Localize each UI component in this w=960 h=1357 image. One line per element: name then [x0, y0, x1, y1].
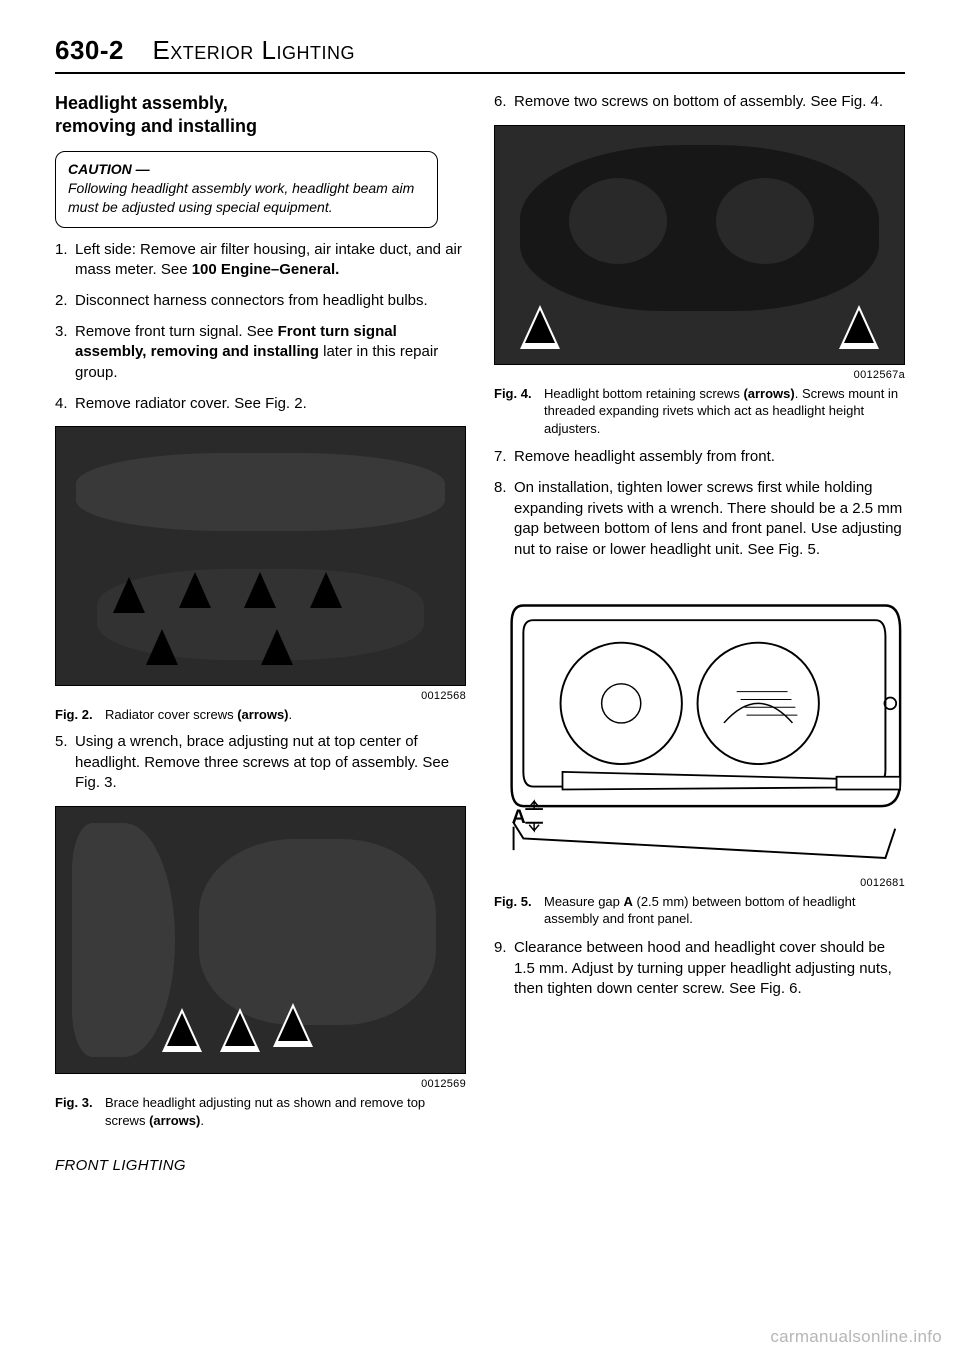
fig2-cap-pre: Radiator cover screws [105, 707, 237, 722]
figure-2-image [55, 426, 466, 686]
step-4: 4. Remove radiator cover. See Fig. 2. [55, 394, 466, 415]
step-text: Disconnect harness connectors from headl… [75, 291, 466, 312]
figure-2-id: 0012568 [55, 690, 466, 702]
step-text: Remove radiator cover. See Fig. 2. [75, 394, 466, 415]
step-text: Left side: Remove air filter housing, ai… [75, 240, 466, 281]
steps-list-left-2: 5. Using a wrench, brace adjusting nut a… [55, 732, 466, 794]
section-heading: Headlight assembly, removing and install… [55, 92, 466, 137]
figure-4: 0012567a Fig. 4. Headlight bottom retain… [494, 125, 905, 438]
figure-5-caption: Fig. 5. Measure gap A (2.5 mm) between b… [494, 893, 905, 928]
watermark: carmanualsonline.info [770, 1327, 942, 1347]
arrow-icon [113, 577, 145, 613]
arrow-icon [273, 1003, 313, 1047]
arrow-icon [520, 305, 560, 349]
section-heading-line2: removing and installing [55, 116, 257, 136]
step-2: 2. Disconnect harness connectors from he… [55, 291, 466, 312]
arrow-icon [244, 572, 276, 608]
figure-label: Fig. 2. [55, 706, 105, 724]
step-3: 3. Remove front turn signal. See Front t… [55, 322, 466, 384]
arrow-icon [310, 572, 342, 608]
figure-caption-text: Measure gap A (2.5 mm) between bottom of… [544, 893, 905, 928]
figure-4-id: 0012567a [494, 369, 905, 381]
figure-2-caption: Fig. 2. Radiator cover screws (arrows). [55, 706, 466, 724]
figure-3-caption: Fig. 3. Brace headlight adjusting nut as… [55, 1094, 466, 1129]
page-footer: FRONT LIGHTING [55, 1157, 466, 1174]
left-column: Headlight assembly, removing and install… [55, 92, 466, 1174]
two-column-layout: Headlight assembly, removing and install… [55, 92, 905, 1174]
arrow-icon [220, 1008, 260, 1052]
step-number: 7. [494, 447, 514, 468]
figure-3-id: 0012569 [55, 1078, 466, 1090]
figure-caption-text: Radiator cover screws (arrows). [105, 706, 466, 724]
step-number: 8. [494, 478, 514, 561]
figure-label: Fig. 5. [494, 893, 544, 928]
step-number: 2. [55, 291, 75, 312]
fig3-cap-bold: (arrows) [149, 1113, 200, 1128]
step-7: 7. Remove headlight assembly from front. [494, 447, 905, 468]
arrow-icon [839, 305, 879, 349]
step-number: 3. [55, 322, 75, 384]
page-number: 630-2 [55, 35, 124, 66]
step-text: Using a wrench, brace adjusting nut at t… [75, 732, 466, 794]
caution-box: CAUTION — Following headlight assembly w… [55, 151, 438, 228]
fig3-cap-post: . [200, 1113, 204, 1128]
step3-pre: Remove front turn signal. See [75, 323, 278, 340]
steps-list-right-1: 6. Remove two screws on bottom of assemb… [494, 92, 905, 113]
figure-caption-text: Headlight bottom retaining screws (arrow… [544, 385, 905, 438]
figure-4-caption: Fig. 4. Headlight bottom retaining screw… [494, 385, 905, 438]
fig2-cap-post: . [289, 707, 293, 722]
figure-2: 0012568 Fig. 2. Radiator cover screws (a… [55, 426, 466, 724]
step-6: 6. Remove two screws on bottom of assemb… [494, 92, 905, 113]
step-text: Remove front turn signal. See Front turn… [75, 322, 466, 384]
step-text: Remove headlight assembly from front. [514, 447, 905, 468]
figure-3: 0012569 Fig. 3. Brace headlight adjustin… [55, 806, 466, 1129]
figure-3-image [55, 806, 466, 1074]
step-text: On installation, tighten lower screws fi… [514, 478, 905, 561]
figure-label: Fig. 4. [494, 385, 544, 438]
figure-caption-text: Brace headlight adjusting nut as shown a… [105, 1094, 466, 1129]
step1-bold: 100 Engine–General. [192, 261, 340, 278]
caution-label: CAUTION — [68, 161, 150, 177]
step-text: Remove two screws on bottom of assembly.… [514, 92, 905, 113]
step-number: 4. [55, 394, 75, 415]
step-1: 1. Left side: Remove air filter housing,… [55, 240, 466, 281]
figure-4-image [494, 125, 905, 365]
fig4-cap-pre: Headlight bottom retaining screws [544, 386, 743, 401]
step-5: 5. Using a wrench, brace adjusting nut a… [55, 732, 466, 794]
page-header: 630-2 Exterior Lighting [55, 35, 905, 74]
page: 630-2 Exterior Lighting Headlight assemb… [0, 0, 960, 1357]
step-number: 5. [55, 732, 75, 794]
step-text: Clearance between hood and headlight cov… [514, 938, 905, 1000]
fig2-cap-bold: (arrows) [237, 707, 288, 722]
steps-list-left: 1. Left side: Remove air filter housing,… [55, 240, 466, 415]
arrow-icon [261, 629, 293, 665]
arrow-icon [179, 572, 211, 608]
step-number: 1. [55, 240, 75, 281]
figure-5-image: A [494, 573, 905, 868]
caution-text: Following headlight assembly work, headl… [68, 180, 414, 215]
figure-5: A 0012681 Fig. 5. Measure gap A (2.5 mm)… [494, 573, 905, 928]
step-8: 8. On installation, tighten lower screws… [494, 478, 905, 561]
step-9: 9. Clearance between hood and headlight … [494, 938, 905, 1000]
right-column: 6. Remove two screws on bottom of assemb… [494, 92, 905, 1174]
fig5-cap-pre: Measure gap [544, 894, 624, 909]
step-number: 9. [494, 938, 514, 1000]
step-number: 6. [494, 92, 514, 113]
arrow-icon [162, 1008, 202, 1052]
chapter-title: Exterior Lighting [152, 35, 355, 66]
figure-label: Fig. 3. [55, 1094, 105, 1129]
figure-5-id: 0012681 [494, 877, 905, 889]
steps-list-right-2: 7. Remove headlight assembly from front.… [494, 447, 905, 560]
section-heading-line1: Headlight assembly, [55, 93, 228, 113]
steps-list-right-3: 9. Clearance between hood and headlight … [494, 938, 905, 1000]
fig4-cap-bold: (arrows) [743, 386, 794, 401]
fig5-cap-bold: A [624, 894, 633, 909]
arrow-icon [146, 629, 178, 665]
